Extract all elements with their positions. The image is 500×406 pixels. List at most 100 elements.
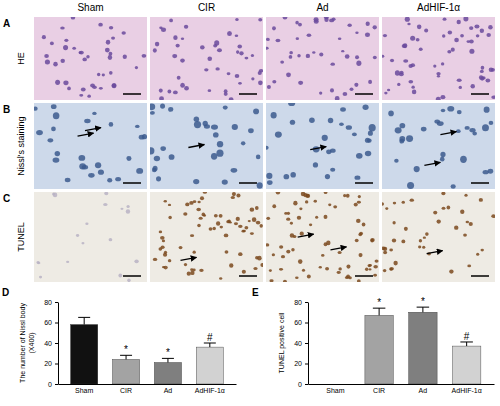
cell (354, 175, 360, 179)
cell (276, 192, 280, 194)
cell (87, 95, 91, 98)
cell (126, 156, 131, 161)
cell (306, 194, 311, 198)
cell (338, 267, 341, 270)
cell (127, 279, 130, 282)
cell (71, 17, 75, 20)
cell (440, 157, 445, 162)
significance-mark: * (124, 344, 128, 355)
scale-bar (239, 182, 257, 184)
cell (421, 127, 427, 132)
cell (358, 195, 361, 198)
y-tick-mark (305, 364, 308, 365)
cell (339, 123, 344, 126)
cell (291, 248, 294, 251)
cell (109, 26, 113, 29)
cell (185, 202, 189, 206)
cell (213, 132, 219, 137)
cell (315, 216, 318, 219)
cell (160, 103, 165, 108)
cell (436, 72, 440, 75)
scale-bar (471, 93, 489, 95)
cell (150, 111, 155, 115)
cell (197, 201, 200, 203)
bar-chart: D**#020406080ShamCIRAdAdHIF-1αThe number… (2, 287, 237, 394)
cell (355, 55, 359, 59)
cell (237, 44, 242, 48)
cell (369, 264, 372, 267)
cell (187, 272, 191, 276)
cell (488, 25, 493, 30)
error-bar (78, 317, 90, 324)
cell (159, 231, 162, 234)
error-stem (466, 342, 467, 346)
scale-bar (123, 93, 141, 95)
cell (373, 56, 377, 59)
cell (199, 269, 204, 272)
cell (150, 147, 154, 154)
cell (105, 48, 110, 53)
cell (382, 202, 384, 206)
bar (196, 347, 223, 384)
cell (346, 194, 350, 198)
error-bar (460, 342, 473, 346)
cell (214, 40, 219, 45)
cell (193, 179, 199, 184)
arrow (427, 251, 443, 254)
cell (464, 194, 467, 197)
row-label: HE (16, 52, 26, 65)
cell (266, 173, 272, 179)
cell (231, 196, 235, 199)
cell (485, 79, 490, 83)
cell (217, 141, 223, 147)
cell (60, 59, 64, 63)
cell (108, 55, 113, 60)
cell (235, 18, 238, 21)
cell (220, 226, 223, 229)
y-tick: 40 (294, 340, 308, 347)
y-tick: 40 (44, 340, 58, 347)
cell (126, 209, 130, 213)
cell (109, 71, 113, 75)
cell (299, 207, 302, 210)
scale-bar (123, 182, 141, 184)
cell (242, 230, 245, 233)
cell (354, 83, 358, 87)
x-axis-line (59, 384, 237, 385)
micrograph (380, 16, 496, 102)
cell (84, 119, 90, 124)
cell (365, 267, 368, 271)
x-tick: Sham (326, 384, 344, 394)
cell (325, 267, 329, 270)
column-header: Ad (316, 2, 328, 13)
y-axis-title: The number of Nissl body (19, 303, 27, 383)
cell (67, 87, 71, 91)
error-bar (120, 355, 132, 359)
image-background (34, 103, 147, 189)
cell (272, 80, 276, 84)
cell (486, 33, 490, 37)
cell (238, 82, 242, 85)
cell (390, 268, 393, 271)
y-tick: 60 (294, 319, 308, 326)
cell (37, 262, 40, 264)
cell (179, 246, 183, 249)
cell (340, 107, 346, 112)
cell (469, 128, 475, 132)
cell (256, 155, 261, 160)
arrow (424, 162, 440, 165)
cell (251, 77, 254, 80)
cell (176, 44, 180, 48)
cell (102, 74, 105, 77)
cell (173, 90, 178, 94)
x-tick: AdHIF-1α (452, 384, 482, 394)
error-bar (373, 308, 386, 315)
cell (51, 127, 56, 132)
image-background (266, 103, 379, 189)
image-background (382, 192, 495, 282)
cell (107, 178, 112, 183)
cell (283, 17, 288, 20)
cell (463, 17, 468, 21)
cell (346, 275, 350, 279)
cell (412, 90, 417, 95)
